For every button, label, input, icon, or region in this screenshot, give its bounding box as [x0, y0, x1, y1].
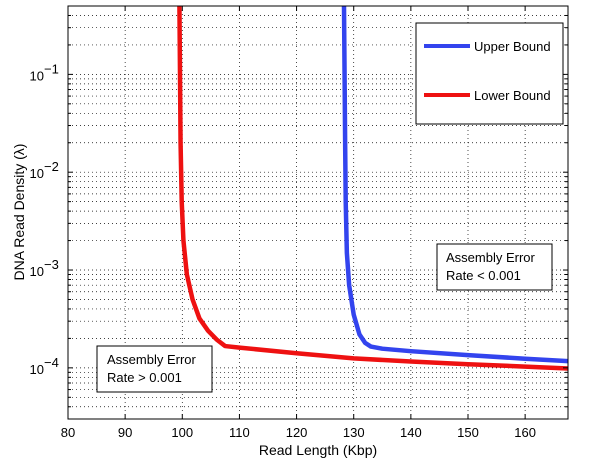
x-tick-label: 160 [514, 425, 536, 440]
annotation-upper-box [436, 243, 553, 291]
series-line-upper-bound [341, 5, 569, 364]
y-tick-label-base: 10 [30, 362, 44, 377]
annotation-upper-line1: Assembly Error [446, 250, 536, 265]
y-tick-label: 10 −2 [30, 159, 59, 181]
y-tick-label-base: 10 [30, 264, 44, 279]
series-line-lower-bound [177, 5, 569, 371]
x-axis-label: Read Length (Kbp) [259, 442, 377, 458]
annotation-lower-line2: Rate > 0.001 [107, 370, 182, 385]
x-tick-label: 90 [118, 425, 132, 440]
annotation-upper-line2: Rate < 0.001 [446, 268, 521, 283]
y-tick-label-base: 10 [30, 68, 44, 83]
y-tick-label-exponent: −4 [44, 355, 59, 370]
series-layer [177, 5, 569, 371]
y-tick-labels: 10−110−210−310−4 [30, 61, 59, 376]
x-tick-label: 110 [229, 425, 250, 440]
x-tick-label: 140 [400, 425, 422, 440]
x-tick-label: 150 [457, 425, 479, 440]
y-tick-label: 10 −3 [30, 257, 59, 279]
x-tick-label: 100 [171, 425, 193, 440]
x-tick-label: 130 [343, 425, 365, 440]
annotation-lower-line1: Assembly Error [107, 352, 197, 367]
y-tick-label: 10 −4 [30, 355, 59, 377]
ticks [67, 6, 568, 420]
annotation-lower: Assembly Error Rate > 0.001 [96, 345, 213, 393]
y-tick-label-base: 10 [30, 166, 44, 181]
legend-label-lower: Lower Bound [474, 88, 551, 103]
y-axis-label: DNA Read Density (λ) [11, 144, 27, 281]
y-tick-label: 10 −1 [30, 61, 59, 83]
annotation-upper: Assembly Error Rate < 0.001 [436, 243, 553, 291]
annotation-lower-box [96, 345, 213, 393]
y-tick-label-exponent: −3 [44, 257, 59, 272]
legend-box [415, 22, 564, 125]
x-tick-label: 120 [286, 425, 308, 440]
y-tick-label-exponent: −1 [44, 61, 59, 76]
x-tick-label: 80 [61, 425, 75, 440]
y-tick-label-exponent: −2 [44, 159, 59, 174]
plot-frame [67, 5, 569, 420]
legend: Upper Bound Lower Bound [415, 22, 564, 125]
x-tick-labels: 80 90 100 110 120 130 140 150 160 [61, 425, 536, 440]
legend-label-upper: Upper Bound [474, 39, 551, 54]
